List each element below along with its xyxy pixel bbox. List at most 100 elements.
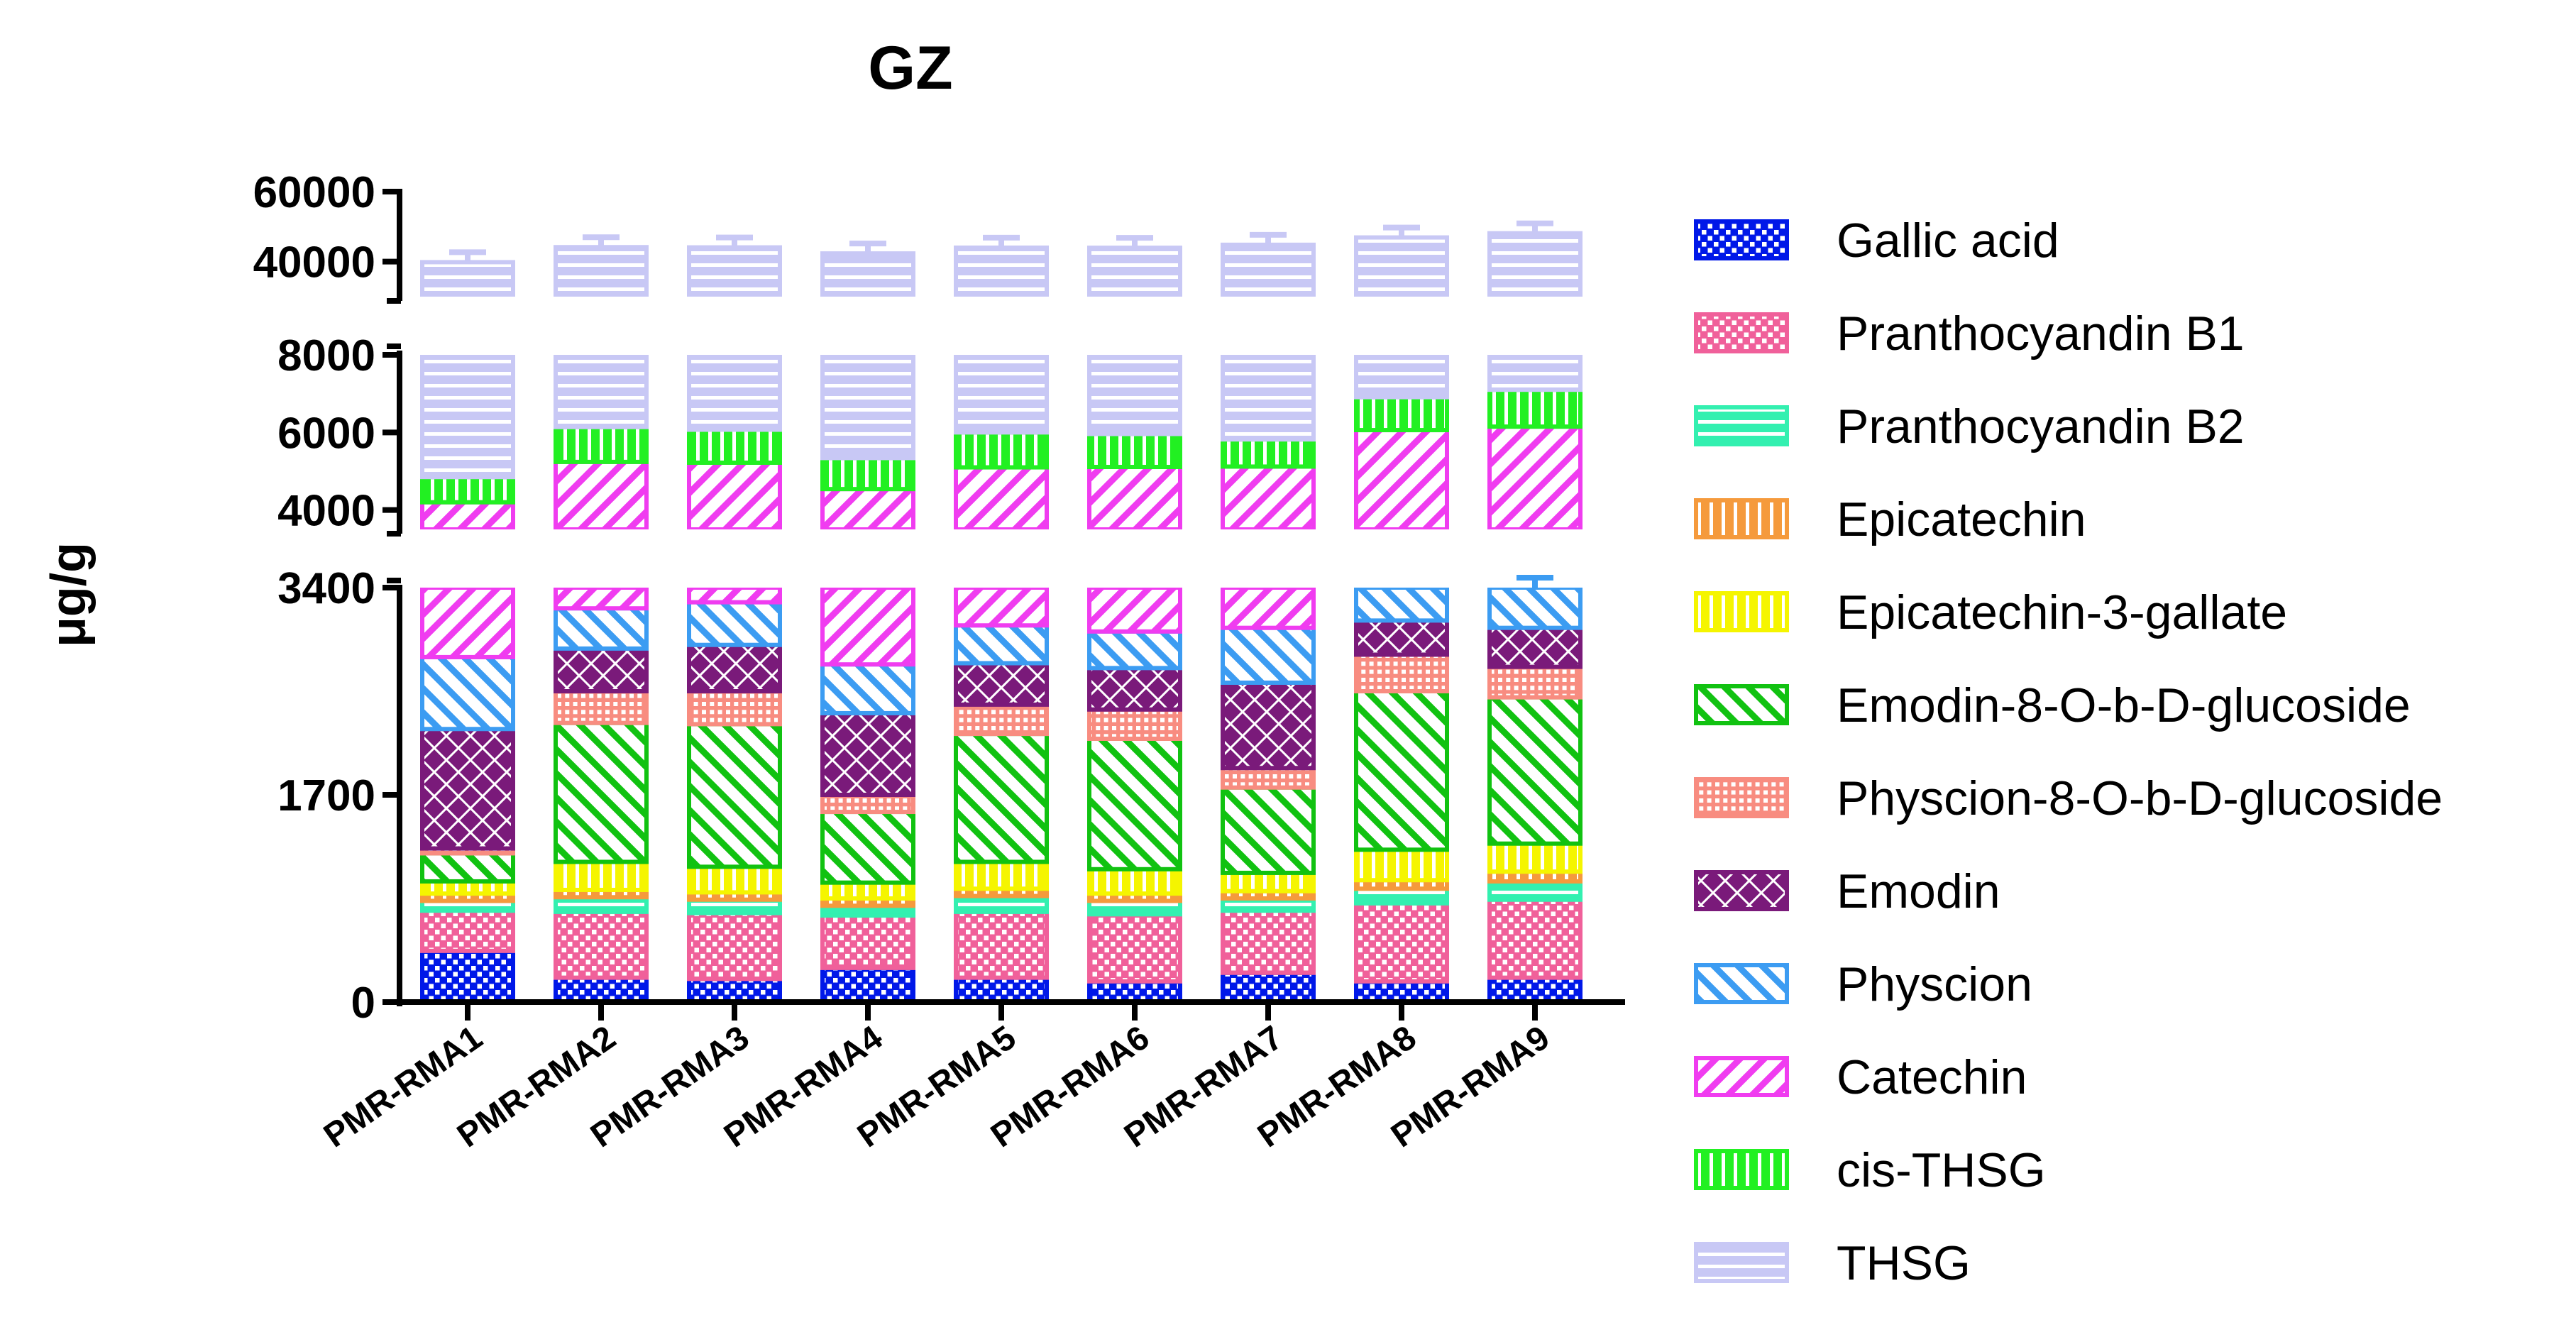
bar-emodin-pmr-rma6-seg0 bbox=[1087, 666, 1182, 712]
bar-emodin-pmr-rma9-seg0 bbox=[1487, 625, 1583, 669]
bar-pranthocyandin-b1-pmr-rma3-seg0 bbox=[687, 911, 782, 981]
bar-emodin-8-o-b-d-glucoside-pmr-rma7-seg0 bbox=[1221, 785, 1316, 875]
x-tick-labels: PMR-RMA1PMR-RMA2PMR-RMA3PMR-RMA4PMR-RMA5… bbox=[317, 1018, 1556, 1155]
bar-epicatechin-3-gallate-pmr-rma4-seg0 bbox=[820, 880, 915, 901]
error-bar-thsg-pmr-rma9 bbox=[1517, 220, 1553, 233]
bar-emodin-pmr-rma8-seg0 bbox=[1354, 618, 1449, 657]
bar-thsg-pmr-rma6-seg2 bbox=[1087, 246, 1182, 297]
bar-thsg-pmr-rma2-seg2 bbox=[554, 245, 649, 297]
bar-emodin-pmr-rma7-seg0 bbox=[1221, 680, 1316, 771]
bar-pranthocyandin-b2-pmr-rma9-seg0 bbox=[1487, 879, 1583, 902]
legend-label-cis-thsg: cis-THSG bbox=[1837, 1143, 2046, 1197]
bar-gallic-acid-pmr-rma2-seg0 bbox=[554, 975, 649, 1002]
error-bar-thsg-pmr-rma3 bbox=[716, 234, 753, 248]
bar-gallic-acid-pmr-rma6-seg0 bbox=[1087, 979, 1182, 1002]
error-bar-thsg-pmr-rma6 bbox=[1116, 235, 1153, 248]
bar-thsg-pmr-rma3-seg1 bbox=[687, 355, 782, 432]
bar-physcion-pmr-rma4-seg0 bbox=[820, 662, 915, 715]
bar-emodin-pmr-rma4-seg0 bbox=[820, 710, 915, 798]
legend-label-gallic-acid: Gallic acid bbox=[1837, 214, 2059, 268]
chart-title: GZ bbox=[868, 34, 952, 102]
bar-catechin-pmr-rma2-seg1 bbox=[554, 459, 649, 529]
bar-emodin-8-o-b-d-glucoside-pmr-rma3-seg0 bbox=[687, 722, 782, 869]
bar-cis-thsg-pmr-rma6-seg1 bbox=[1087, 431, 1182, 469]
legend-swatch-cis-thsg bbox=[1694, 1149, 1789, 1190]
bar-gallic-acid-pmr-rma7-seg0 bbox=[1221, 970, 1316, 1002]
bar-physcion-8-o-b-d-glucoside-pmr-rma3-seg0 bbox=[687, 689, 782, 727]
bar-pranthocyandin-b1-pmr-rma4-seg0 bbox=[820, 913, 915, 970]
bar-gallic-acid-pmr-rma3-seg0 bbox=[687, 977, 782, 1002]
legend-swatch-epicatechin bbox=[1694, 498, 1789, 539]
bar-catechin-pmr-rma1-seg1 bbox=[420, 500, 515, 529]
bar-catechin-pmr-rma5-seg0 bbox=[954, 588, 1049, 628]
bar-catechin-pmr-rma8-seg1 bbox=[1354, 428, 1449, 529]
bar-pranthocyandin-b1-pmr-rma5-seg0 bbox=[954, 909, 1049, 980]
bar-physcion-8-o-b-d-glucoside-pmr-rma7-seg0 bbox=[1221, 766, 1316, 790]
bar-pranthocyandin-b1-pmr-rma9-seg0 bbox=[1487, 897, 1583, 980]
bar-pranthocyandin-b1-pmr-rma2-seg0 bbox=[554, 909, 649, 980]
bar-emodin-8-o-b-d-glucoside-pmr-rma4-seg0 bbox=[820, 810, 915, 885]
legend: Gallic acid Pranthocyandin B1 Pranthocyand… bbox=[1694, 214, 2443, 1290]
bar-thsg-pmr-rma4-seg1 bbox=[820, 355, 915, 461]
bar-physcion-pmr-rma7-seg0 bbox=[1221, 625, 1316, 685]
legend-swatch-physcion-8-o-b-d-glucoside bbox=[1694, 777, 1789, 818]
bar-emodin-pmr-rma2-seg0 bbox=[554, 646, 649, 693]
bar-cis-thsg-pmr-rma2-seg1 bbox=[554, 424, 649, 464]
bar-catechin-pmr-rma2-seg0 bbox=[554, 588, 649, 611]
bar-thsg-pmr-rma9-seg1 bbox=[1487, 355, 1583, 392]
legend-label-epicatechin: Epicatechin bbox=[1837, 493, 2086, 546]
axes-layer: 0 1700 3400 4000 6000 8000 40000 60000 bbox=[253, 168, 1625, 1028]
y-axis-label: μg/g bbox=[40, 542, 96, 647]
legend-label-physcion: Physcion bbox=[1837, 957, 2032, 1011]
error-bar-physcion-pmr-rma9 bbox=[1517, 575, 1553, 588]
bar-catechin-pmr-rma9-seg1 bbox=[1487, 424, 1583, 529]
y-tick-label-8000: 8000 bbox=[277, 331, 375, 380]
legend-swatch-emodin bbox=[1694, 870, 1789, 911]
bar-physcion-pmr-rma2-seg0 bbox=[554, 606, 649, 651]
bar-emodin-8-o-b-d-glucoside-pmr-rma2-seg0 bbox=[554, 720, 649, 864]
bar-epicatechin-3-gallate-pmr-rma9-seg0 bbox=[1487, 841, 1583, 874]
bar-thsg-pmr-rma3-seg2 bbox=[687, 245, 782, 297]
bar-emodin-8-o-b-d-glucoside-pmr-rma6-seg0 bbox=[1087, 736, 1182, 871]
legend-swatch-pranthocyandin-b2 bbox=[1694, 405, 1789, 446]
bar-gallic-acid-pmr-rma1-seg0 bbox=[420, 948, 515, 1002]
bar-epicatechin-3-gallate-pmr-rma5-seg0 bbox=[954, 859, 1049, 891]
y-tick-label-60000: 60000 bbox=[253, 168, 375, 217]
y-tick-label-0: 0 bbox=[351, 979, 375, 1028]
bar-physcion-8-o-b-d-glucoside-pmr-rma2-seg0 bbox=[554, 689, 649, 725]
y-tick-label-40000: 40000 bbox=[253, 238, 375, 287]
error-bar-thsg-pmr-rma7 bbox=[1250, 231, 1287, 245]
bar-pranthocyandin-b1-pmr-rma8-seg0 bbox=[1354, 901, 1449, 984]
bar-emodin-8-o-b-d-glucoside-pmr-rma8-seg0 bbox=[1354, 689, 1449, 852]
bar-pranthocyandin-b2-pmr-rma8-seg0 bbox=[1354, 886, 1449, 906]
bar-physcion-pmr-rma9-seg0 bbox=[1487, 588, 1583, 630]
bar-thsg-pmr-rma7-seg1 bbox=[1221, 355, 1316, 442]
bar-pranthocyandin-b1-pmr-rma1-seg0 bbox=[420, 908, 515, 953]
bar-thsg-pmr-rma9-seg2 bbox=[1487, 231, 1583, 297]
legend-label-pranthocyandin-b1: Pranthocyandin B1 bbox=[1837, 307, 2245, 361]
bar-gallic-acid-pmr-rma8-seg0 bbox=[1354, 979, 1449, 1002]
bar-physcion-pmr-rma1-seg0 bbox=[420, 654, 515, 732]
error-bar-thsg-pmr-rma1 bbox=[449, 249, 486, 263]
legend-label-catechin: Catechin bbox=[1837, 1050, 2027, 1104]
bar-thsg-pmr-rma8-seg2 bbox=[1354, 235, 1449, 297]
bar-epicatechin-3-gallate-pmr-rma3-seg0 bbox=[687, 864, 782, 895]
bar-emodin-pmr-rma5-seg0 bbox=[954, 661, 1049, 707]
legend-swatch-emodin-8-o-b-d-glucoside bbox=[1694, 684, 1789, 725]
bar-thsg-pmr-rma4-seg2 bbox=[820, 251, 915, 297]
bar-catechin-pmr-rma1-seg0 bbox=[420, 588, 515, 659]
bar-catechin-pmr-rma3-seg1 bbox=[687, 460, 782, 529]
bar-thsg-pmr-rma2-seg1 bbox=[554, 355, 649, 429]
legend-swatch-gallic-acid bbox=[1694, 219, 1789, 260]
bar-emodin-8-o-b-d-glucoside-pmr-rma9-seg0 bbox=[1487, 695, 1583, 846]
legend-label-thsg: THSG bbox=[1837, 1236, 1971, 1290]
bar-pranthocyandin-b1-pmr-rma7-seg0 bbox=[1221, 908, 1316, 975]
bar-epicatechin-3-gallate-pmr-rma7-seg0 bbox=[1221, 870, 1316, 893]
bar-physcion-pmr-rma6-seg0 bbox=[1087, 629, 1182, 671]
legend-label-pranthocyandin-b2: Pranthocyandin B2 bbox=[1837, 400, 2245, 453]
legend-label-emodin: Emodin bbox=[1837, 864, 2000, 918]
error-bar-thsg-pmr-rma2 bbox=[583, 234, 620, 248]
bar-physcion-8-o-b-d-glucoside-pmr-rma4-seg0 bbox=[820, 793, 915, 815]
bar-gallic-acid-pmr-rma5-seg0 bbox=[954, 975, 1049, 1002]
bar-catechin-pmr-rma3-seg0 bbox=[687, 588, 782, 605]
